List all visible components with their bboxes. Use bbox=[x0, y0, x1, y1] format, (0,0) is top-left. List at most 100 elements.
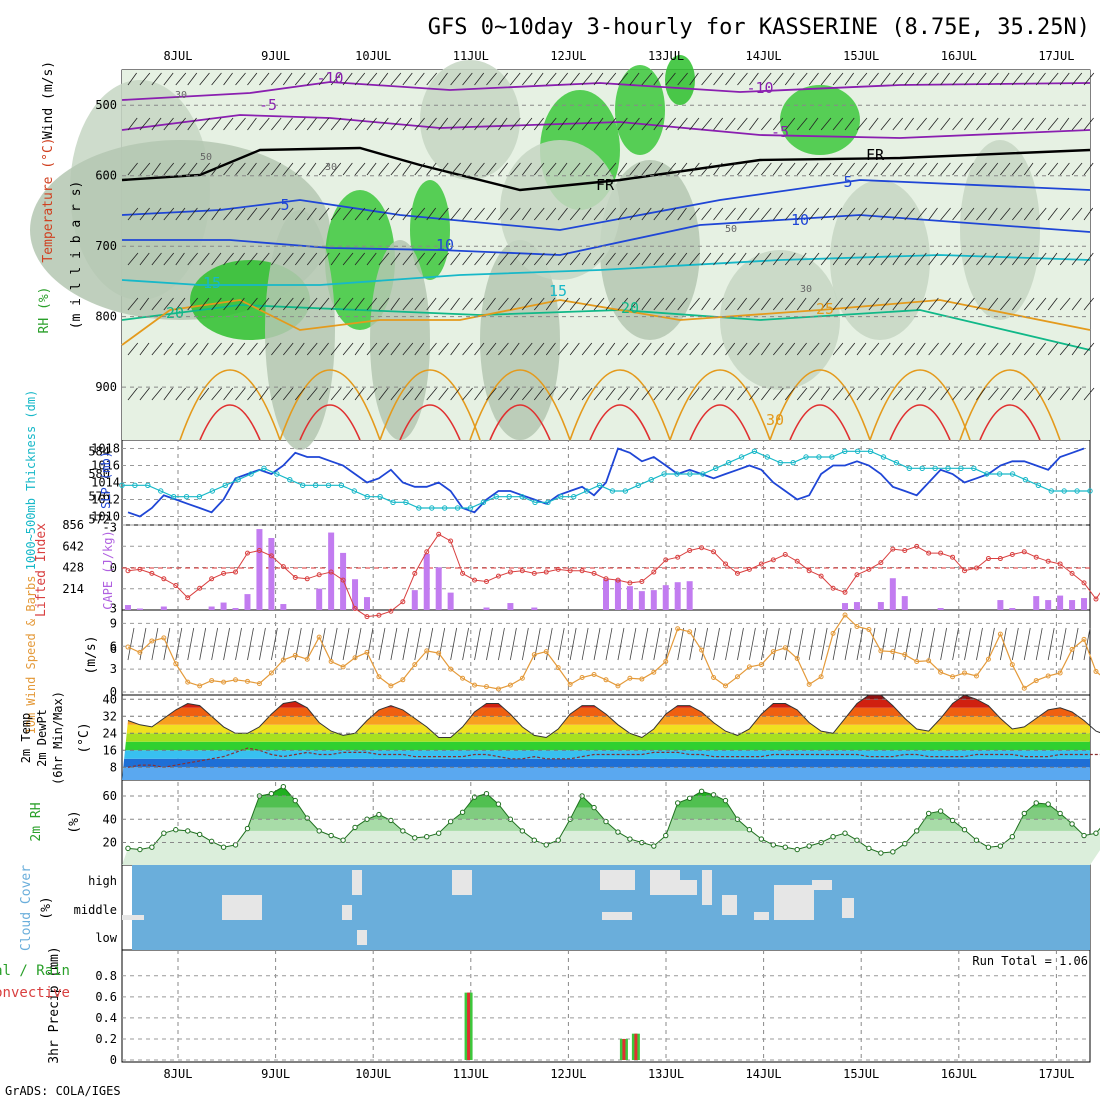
wind-barb bbox=[761, 207, 772, 221]
wind-barb-10m bbox=[127, 627, 135, 661]
wind-barb bbox=[1059, 207, 1071, 221]
wind-speed-point bbox=[519, 675, 525, 681]
wind-barb bbox=[175, 162, 186, 176]
wind-barb-10m bbox=[354, 627, 362, 661]
thickness-line bbox=[122, 450, 1090, 509]
wind-barb bbox=[737, 207, 747, 221]
wind-barb bbox=[199, 342, 209, 356]
thickness-tick: 576 bbox=[88, 490, 110, 504]
wind-barb bbox=[737, 342, 748, 356]
thickness-point bbox=[971, 465, 977, 472]
wind-speed-point bbox=[615, 683, 621, 689]
wind-barb bbox=[354, 297, 365, 311]
wind-barb bbox=[593, 342, 605, 356]
wind-barb bbox=[306, 207, 317, 221]
wind-barb bbox=[988, 387, 999, 401]
wind-barb bbox=[330, 297, 341, 311]
wind-barb bbox=[844, 207, 856, 221]
wind-speed-point bbox=[543, 649, 549, 655]
wind-barb-10m bbox=[521, 627, 529, 661]
wind-barb bbox=[1012, 162, 1023, 176]
wind-barb bbox=[557, 117, 568, 131]
wind-speed-point bbox=[985, 656, 991, 662]
wind-barb bbox=[354, 207, 366, 221]
rh-fill-base bbox=[122, 786, 1100, 865]
wind-barb bbox=[390, 252, 401, 266]
contour-line-plus10 bbox=[122, 214, 1091, 256]
wind-barb bbox=[342, 162, 353, 176]
wind-barb bbox=[211, 252, 222, 266]
contour-arc bbox=[979, 404, 1041, 441]
wind-barb bbox=[354, 252, 366, 266]
wind-barb bbox=[402, 297, 414, 311]
wind-barb-10m bbox=[1023, 627, 1031, 661]
wind-speed-point bbox=[950, 674, 956, 680]
wind-barb bbox=[641, 207, 652, 221]
wind-barb bbox=[462, 387, 473, 401]
wind-barb bbox=[450, 117, 461, 131]
cape-bar bbox=[280, 604, 287, 610]
wind-barb bbox=[593, 162, 604, 176]
wind-barb bbox=[199, 117, 210, 131]
wind-barb bbox=[880, 72, 891, 86]
contour-arc bbox=[199, 404, 261, 441]
thickness-point bbox=[403, 499, 409, 506]
precip-tick: 0.4 bbox=[95, 1011, 117, 1025]
wind-barb bbox=[402, 387, 414, 401]
li-point bbox=[830, 585, 836, 591]
wind-barb bbox=[904, 117, 914, 131]
wind-barb bbox=[223, 297, 234, 311]
wind-barb bbox=[880, 297, 891, 311]
li-point bbox=[1021, 549, 1027, 555]
wind-barb bbox=[701, 162, 712, 176]
wind-barb bbox=[187, 162, 198, 176]
wind-barb-10m bbox=[593, 627, 601, 661]
wind-barb bbox=[713, 297, 724, 311]
rh-point bbox=[770, 842, 777, 848]
wind-barb bbox=[306, 72, 318, 86]
wind-barb bbox=[318, 162, 330, 176]
cloud-cell bbox=[650, 870, 680, 895]
li-point bbox=[507, 569, 513, 575]
wind-barb-10m bbox=[880, 627, 888, 661]
wind-barb bbox=[223, 162, 234, 176]
rh-point bbox=[1081, 832, 1087, 839]
cloud-cell bbox=[677, 880, 697, 895]
contour-line-fr bbox=[121, 146, 1091, 192]
wind-barb bbox=[330, 342, 342, 356]
date-label-top: 14JUL bbox=[746, 49, 782, 63]
wind-barb bbox=[390, 387, 401, 401]
cloud-cell bbox=[352, 870, 362, 895]
wind-barb bbox=[784, 162, 796, 176]
li-tick: 3 bbox=[110, 602, 117, 616]
thickness-point bbox=[880, 454, 887, 460]
contour-arc bbox=[179, 369, 281, 441]
wind-barb bbox=[737, 252, 747, 266]
wind-barb bbox=[605, 297, 616, 311]
wind-barb bbox=[318, 297, 330, 311]
thickness-point bbox=[545, 499, 551, 506]
wind-barb bbox=[366, 297, 377, 311]
rh-point bbox=[866, 845, 872, 852]
wind-barb bbox=[139, 162, 151, 176]
li-point bbox=[543, 569, 549, 575]
wind-barb bbox=[689, 72, 699, 86]
wind-barb-10m bbox=[294, 627, 302, 661]
li-point bbox=[794, 558, 800, 564]
wind-speed-point bbox=[137, 649, 143, 655]
wind-barb bbox=[151, 342, 163, 356]
wind-barb bbox=[772, 297, 784, 311]
date-label-bottom: 14JUL bbox=[746, 1067, 782, 1081]
wind-barb-10m bbox=[665, 627, 673, 661]
thickness-point bbox=[248, 471, 254, 477]
wind-barb bbox=[844, 252, 856, 266]
rh-point bbox=[543, 842, 549, 848]
wind-barb bbox=[713, 252, 724, 266]
ylabel-millibars: (m i l l i b a r s) bbox=[69, 181, 84, 330]
wind-barb bbox=[976, 297, 987, 311]
rh-point bbox=[698, 788, 705, 795]
wind-barb bbox=[713, 162, 723, 176]
wind-barb bbox=[211, 297, 222, 311]
wind-barb bbox=[342, 117, 353, 131]
wind-barb bbox=[450, 162, 461, 176]
